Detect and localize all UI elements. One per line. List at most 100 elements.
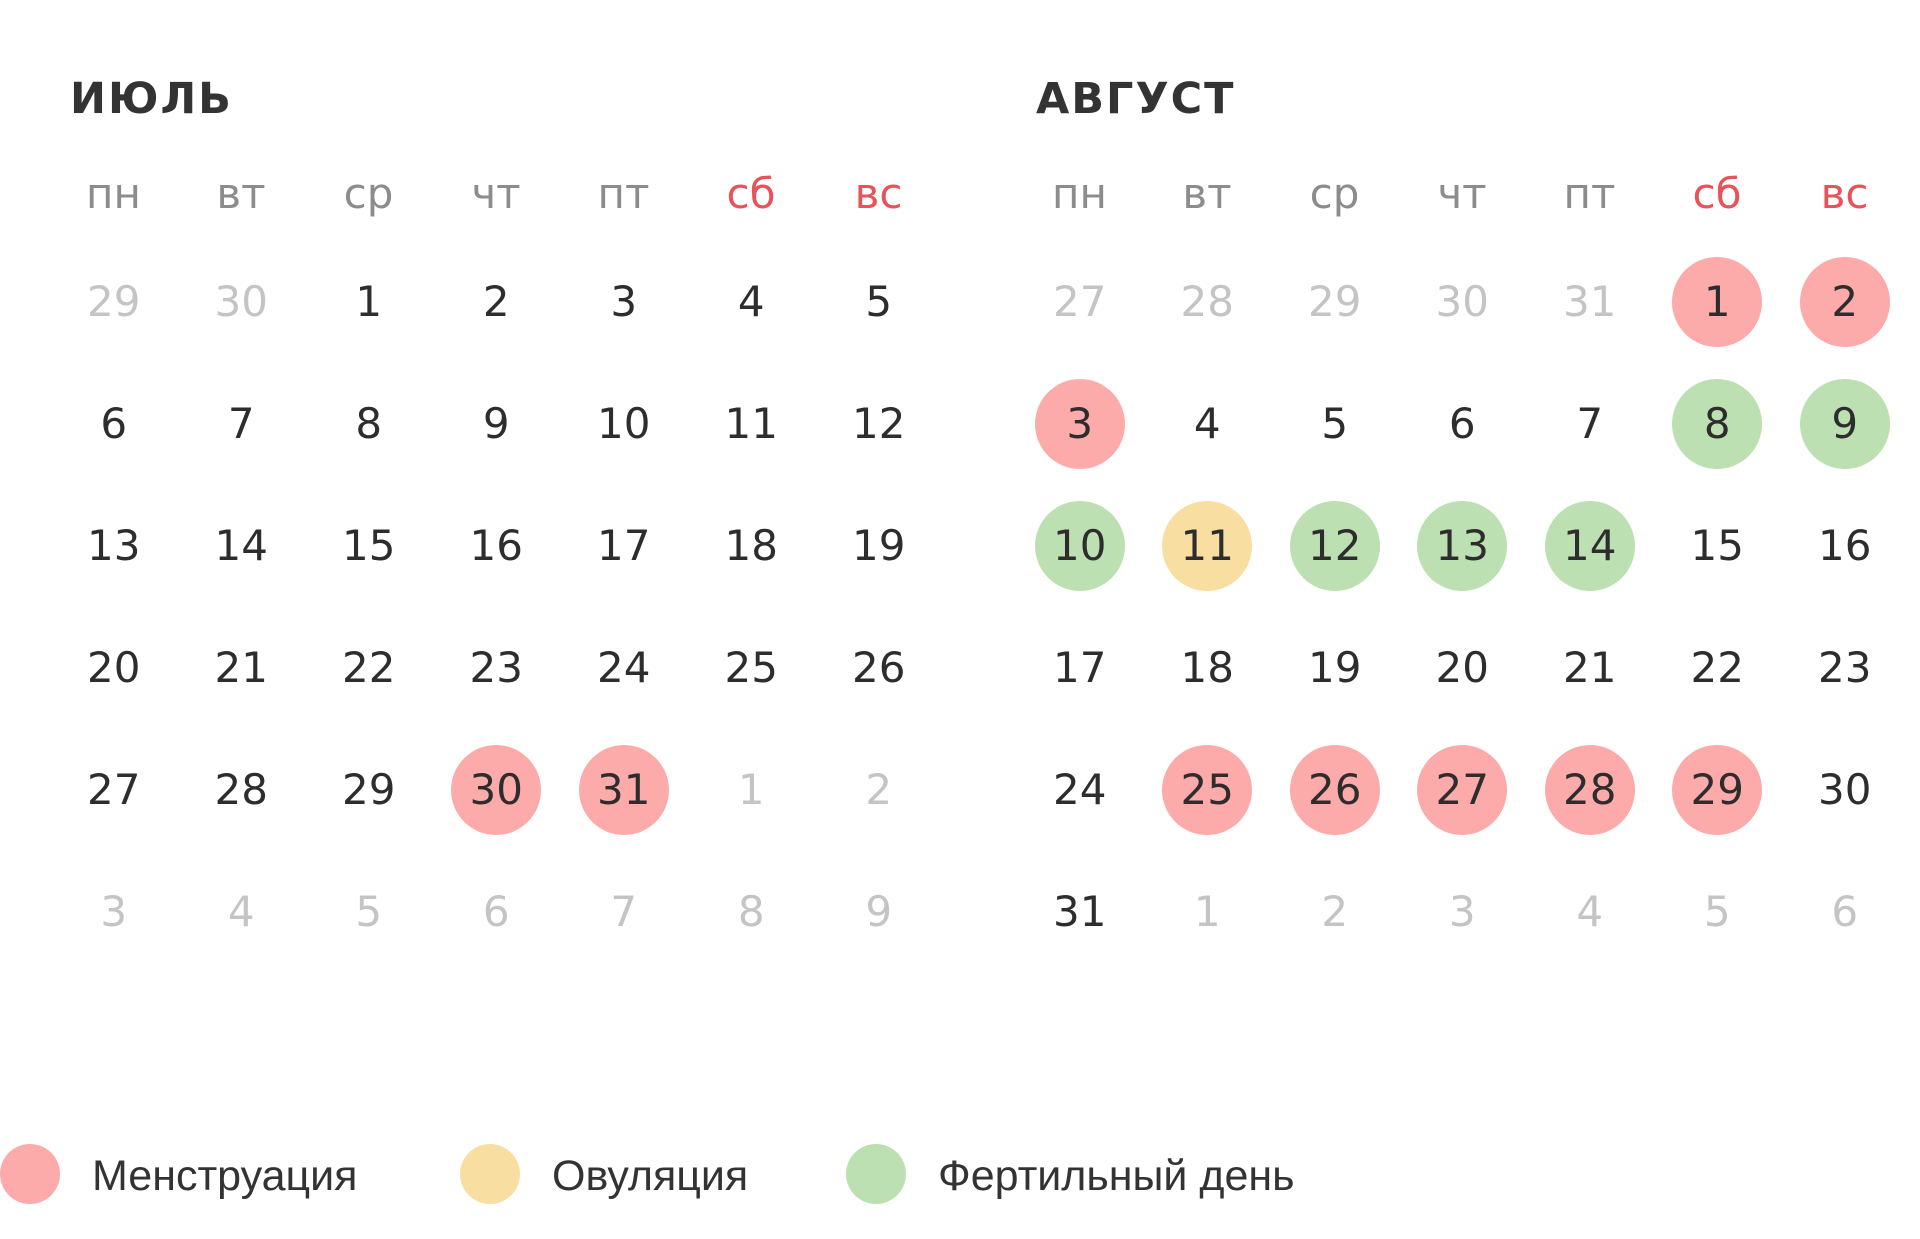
weekday-label: вт [1182,169,1232,218]
day-cell[interactable]: 9 [865,887,893,936]
day-cell-fertile[interactable]: 12 [1289,501,1380,591]
day-cell-fertile[interactable]: 10 [1034,501,1125,591]
day-cell[interactable]: 11 [724,399,778,448]
day-cell[interactable]: 20 [87,643,141,692]
legend-label: Фертильный день [938,1152,1295,1200]
day-cell[interactable]: 30 [214,277,268,326]
day-cell[interactable]: 5 [865,277,893,326]
day-cell-menstruation[interactable]: 26 [1289,745,1380,835]
weekday-label: ср [343,169,394,218]
day-cell[interactable]: 22 [1690,643,1744,692]
day-cell[interactable]: 5 [355,887,383,936]
day-cell-menstruation[interactable]: 31 [578,745,669,835]
day-cell[interactable]: 5 [1321,399,1349,448]
day-cell[interactable]: 12 [852,399,906,448]
day-cell[interactable]: 9 [482,399,510,448]
day-cell-menstruation[interactable]: 25 [1162,745,1253,835]
day-cell[interactable]: 17 [597,521,651,570]
day-cell[interactable]: 3 [1448,887,1476,936]
day-cell[interactable]: 10 [597,399,651,448]
day-cell[interactable]: 6 [100,399,128,448]
day-cell[interactable]: 1 [1193,887,1221,936]
day-cell-fertile[interactable]: 8 [1672,379,1763,469]
day-cell-menstruation[interactable]: 29 [1672,745,1763,835]
day-cell[interactable]: 6 [482,887,510,936]
day-cell[interactable]: 19 [1308,643,1362,692]
day-cell[interactable]: 14 [214,521,268,570]
day-cell-fertile[interactable]: 13 [1417,501,1508,591]
day-cell-menstruation[interactable]: 2 [1799,257,1890,347]
day-cell[interactable]: 13 [87,521,141,570]
day-cell[interactable]: 31 [1053,887,1107,936]
month-title: ИЮЛЬ [70,74,233,124]
day-cell[interactable]: 29 [87,277,141,326]
day-cell[interactable]: 28 [1180,277,1234,326]
day-cell[interactable]: 24 [1053,765,1107,814]
day-cell[interactable]: 4 [737,277,765,326]
day-cell[interactable]: 7 [227,399,255,448]
day-cell-menstruation[interactable]: 30 [451,745,542,835]
day-cell[interactable]: 28 [214,765,268,814]
weekday-label: вс [854,169,903,218]
day-cell[interactable]: 25 [724,643,778,692]
weekday-label: ср [1309,169,1360,218]
day-cell[interactable]: 21 [214,643,268,692]
day-cell[interactable]: 15 [1690,521,1744,570]
day-cell[interactable]: 16 [1818,521,1872,570]
day-cell[interactable]: 30 [1435,277,1489,326]
weekday-label: пт [597,169,650,218]
day-cell[interactable]: 26 [852,643,906,692]
day-cell[interactable]: 29 [1308,277,1362,326]
day-cell[interactable]: 4 [1576,887,1604,936]
day-cell[interactable]: 23 [1818,643,1872,692]
day-cell[interactable]: 23 [469,643,523,692]
weekday-header: пн вт ср чт пт сб вс [1016,164,1916,224]
day-cell-fertile[interactable]: 14 [1544,501,1635,591]
day-cell[interactable]: 2 [1321,887,1349,936]
day-cell-fertile[interactable]: 9 [1799,379,1890,469]
legend-label: Овуляция [552,1152,749,1200]
legend-swatch [846,1144,906,1204]
day-cell[interactable]: 31 [1563,277,1617,326]
day-cell[interactable]: 2 [865,765,893,814]
day-cell[interactable]: 7 [610,887,638,936]
day-cell[interactable]: 29 [342,765,396,814]
day-cell[interactable]: 20 [1435,643,1489,692]
day-cell[interactable]: 4 [227,887,255,936]
day-cell[interactable]: 8 [355,399,383,448]
legend-label: Менструация [92,1152,358,1200]
day-cell[interactable]: 24 [597,643,651,692]
day-cell[interactable]: 3 [100,887,128,936]
day-cell[interactable]: 2 [482,277,510,326]
day-cell[interactable]: 6 [1831,887,1859,936]
day-cell-menstruation[interactable]: 3 [1034,379,1125,469]
day-cell[interactable]: 18 [724,521,778,570]
day-cell[interactable]: 3 [610,277,638,326]
day-cell-menstruation[interactable]: 27 [1417,745,1508,835]
day-cell[interactable]: 6 [1448,399,1476,448]
day-cell[interactable]: 22 [342,643,396,692]
day-cell-menstruation[interactable]: 28 [1544,745,1635,835]
day-cell[interactable]: 7 [1576,399,1604,448]
day-cell[interactable]: 18 [1180,643,1234,692]
day-cell[interactable]: 1 [737,765,765,814]
day-cell[interactable]: 27 [87,765,141,814]
weekday-label: чт [1437,169,1487,218]
day-cell[interactable]: 19 [852,521,906,570]
day-cell[interactable]: 8 [737,887,765,936]
day-cell[interactable]: 5 [1703,887,1731,936]
day-cell[interactable]: 27 [1053,277,1107,326]
legend: Менструация Овуляция Фертильный день [0,1144,1920,1208]
day-cell[interactable]: 16 [469,521,523,570]
day-cell[interactable]: 4 [1193,399,1221,448]
day-cell-menstruation[interactable]: 1 [1672,257,1763,347]
day-cell[interactable]: 15 [342,521,396,570]
day-cell[interactable]: 21 [1563,643,1617,692]
day-cell[interactable]: 1 [355,277,383,326]
day-cell[interactable]: 17 [1053,643,1107,692]
day-cell-ovulation[interactable]: 11 [1162,501,1253,591]
legend-swatch [460,1144,520,1204]
legend-swatch [0,1144,60,1204]
month-title: АВГУСТ [1036,74,1236,124]
day-cell[interactable]: 30 [1818,765,1872,814]
